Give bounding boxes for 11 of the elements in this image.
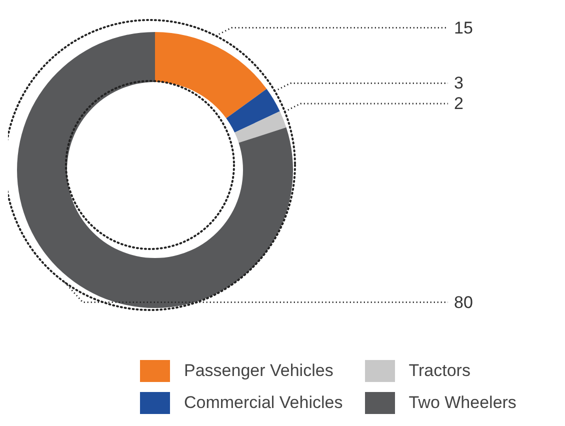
data-label: 15 (454, 18, 473, 38)
donut-slice (234, 111, 286, 143)
data-label: 80 (454, 292, 473, 312)
donut-slice (226, 88, 280, 133)
legend-label: Commercial Vehicles (184, 393, 343, 413)
legend-label: Tractors (408, 361, 470, 381)
data-label: 3 (454, 74, 464, 93)
legend-label: Two Wheelers (408, 393, 516, 413)
data-label: 2 (454, 94, 464, 114)
donut-slice (155, 32, 267, 118)
legend-label: Passenger Vehicles (184, 361, 334, 381)
